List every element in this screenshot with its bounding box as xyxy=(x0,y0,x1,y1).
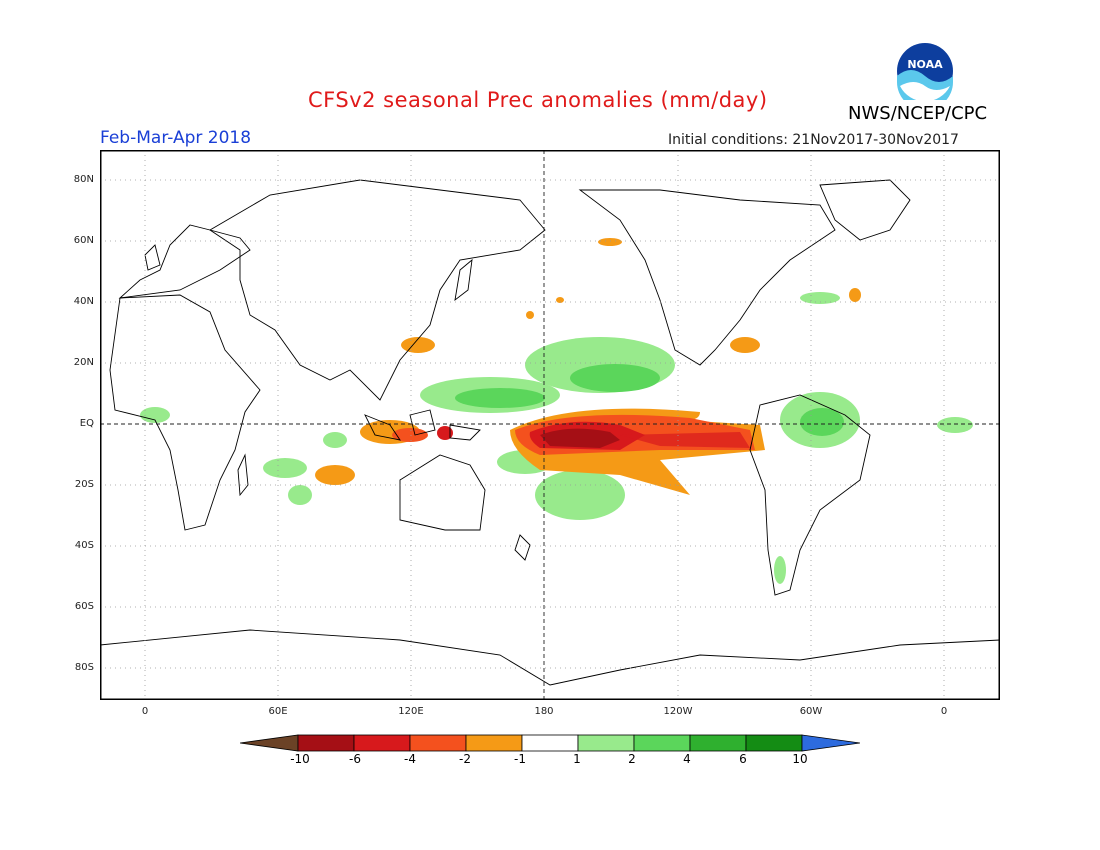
colorbar-label: 6 xyxy=(739,752,747,766)
lat-label-40n: 40N xyxy=(73,296,94,307)
lat-label-20s: 20S xyxy=(74,479,94,490)
colorbar-label: -6 xyxy=(349,752,361,766)
precipitation-map xyxy=(100,150,1000,700)
colorbar-box xyxy=(745,734,803,752)
colorbar-box xyxy=(521,734,579,752)
noaa-logo-icon: NOAA xyxy=(897,43,953,100)
map-title: CFSv2 seasonal Prec anomalies (mm/day) xyxy=(308,88,768,112)
agency-label: NWS/NCEP/CPC xyxy=(848,103,988,124)
lat-label-80s: 80S xyxy=(74,662,94,673)
lat-label-20n: 20N xyxy=(73,357,94,368)
colorbar-box xyxy=(409,734,467,752)
logo-text: NOAA xyxy=(907,58,943,71)
colorbar-label: -2 xyxy=(459,752,471,766)
initial-conditions: Initial conditions: 21Nov2017-30Nov2017 xyxy=(668,132,959,148)
coastlines xyxy=(100,179,1000,686)
colorbar-label: -10 xyxy=(290,752,310,766)
lon-label-60e: 60E xyxy=(268,706,288,717)
colorbar xyxy=(240,734,860,752)
colorbar-label: 4 xyxy=(683,752,691,766)
colorbar-label: -4 xyxy=(404,752,416,766)
lat-label-80n: 80N xyxy=(73,174,94,185)
colorbar-label: -1 xyxy=(514,752,526,766)
wet-anomalies xyxy=(140,292,973,584)
colorbar-box xyxy=(353,734,411,752)
colorbar-label: 2 xyxy=(628,752,636,766)
forecast-period: Feb-Mar-Apr 2018 xyxy=(100,128,252,148)
lon-label-0: 0 xyxy=(141,706,149,717)
lon-label-60w: 60W xyxy=(799,706,823,717)
lon-label-180: 180 xyxy=(534,706,554,717)
lat-label-60s: 60S xyxy=(74,601,94,612)
colorbar-box xyxy=(297,734,355,752)
lat-label-60n: 60N xyxy=(73,235,94,246)
graticule xyxy=(100,150,1000,700)
colorbar-arrow-low xyxy=(240,734,299,752)
lon-label-120w: 120W xyxy=(663,706,693,717)
dry-anomalies xyxy=(315,238,861,495)
colorbar-box xyxy=(577,734,635,752)
colorbar-box xyxy=(689,734,747,752)
colorbar-label: 1 xyxy=(573,752,581,766)
reference-lines xyxy=(100,150,1000,700)
colorbar-label: 10 xyxy=(792,752,808,766)
colorbar-arrow-high xyxy=(801,734,860,752)
lon-label-0-east: 0 xyxy=(940,706,948,717)
colorbar-box xyxy=(465,734,523,752)
lon-label-120e: 120E xyxy=(398,706,424,717)
colorbar-box xyxy=(633,734,691,752)
lat-label-eq: EQ xyxy=(79,418,94,429)
lat-label-40s: 40S xyxy=(74,540,94,551)
